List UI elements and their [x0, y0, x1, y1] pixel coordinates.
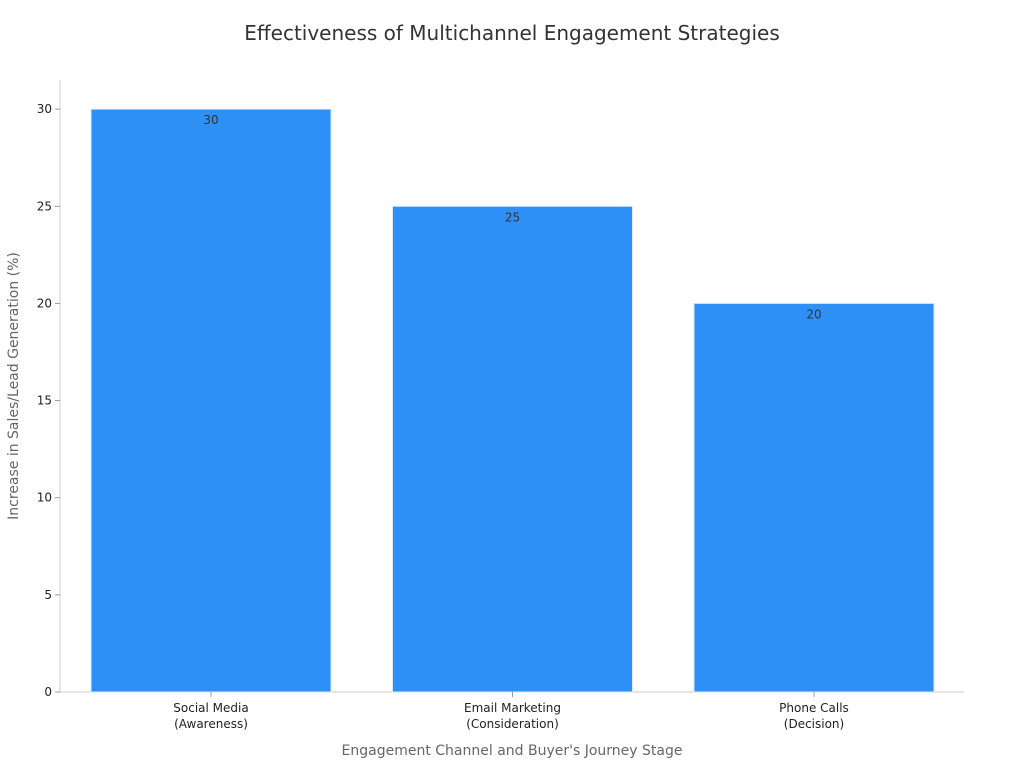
- x-tick-label-line: Phone Calls: [779, 701, 849, 715]
- x-tick-label: Email Marketing (Consideration): [464, 701, 561, 731]
- x-tick-label-line: (Consideration): [466, 717, 559, 731]
- y-axis-ticks: 0 5 10 15 20 25 30: [37, 102, 60, 699]
- y-axis-label: Increase in Sales/Lead Generation (%): [6, 252, 22, 520]
- x-tick-label: Phone Calls (Decision): [779, 701, 849, 731]
- y-tick-label: 10: [37, 491, 52, 505]
- y-tick-label: 20: [37, 296, 52, 310]
- data-label: 25: [505, 210, 520, 224]
- bar: [392, 205, 633, 693]
- bars-group: 30 25 20: [90, 108, 935, 693]
- y-tick-label: 0: [44, 685, 52, 699]
- data-label: 20: [806, 307, 821, 321]
- bar: [693, 302, 935, 693]
- y-tick-label: 30: [37, 102, 52, 116]
- x-tick-label-line: Email Marketing: [464, 701, 561, 715]
- x-tick-label-line: (Awareness): [174, 717, 248, 731]
- bar: [90, 108, 332, 693]
- x-axis-label: Engagement Channel and Buyer's Journey S…: [342, 743, 683, 759]
- data-label: 30: [203, 113, 218, 127]
- chart-title: Effectiveness of Multichannel Engagement…: [244, 21, 780, 45]
- y-tick-label: 25: [37, 199, 52, 213]
- y-tick-label: 5: [44, 588, 52, 602]
- x-tick-label-line: (Decision): [784, 717, 844, 731]
- y-tick-label: 15: [37, 394, 52, 408]
- x-tick-label-line: Social Media: [173, 701, 248, 715]
- x-tick-label: Social Media (Awareness): [173, 701, 248, 731]
- x-axis-ticks: Social Media (Awareness) Email Marketing (C…: [173, 692, 849, 731]
